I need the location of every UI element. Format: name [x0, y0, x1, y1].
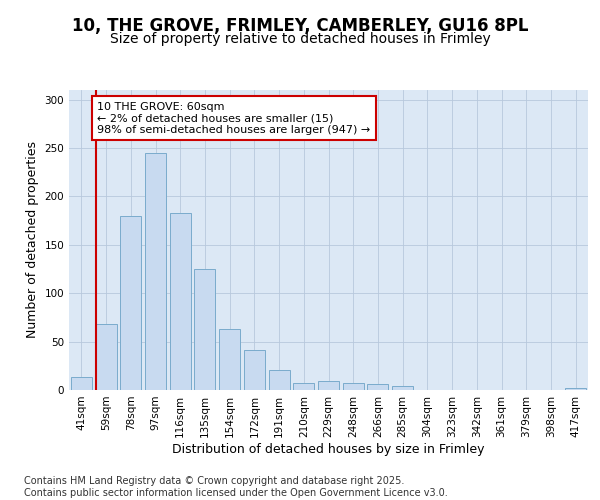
Bar	[269, 370, 290, 390]
Bar	[293, 383, 314, 390]
X-axis label: Distribution of detached houses by size in Frimley: Distribution of detached houses by size …	[172, 442, 485, 456]
Text: 10 THE GROVE: 60sqm
← 2% of detached houses are smaller (15)
98% of semi-detache: 10 THE GROVE: 60sqm ← 2% of detached hou…	[97, 102, 371, 135]
Bar	[318, 382, 339, 390]
Bar	[120, 216, 141, 390]
Bar	[565, 388, 586, 390]
Bar	[219, 329, 240, 390]
Text: Size of property relative to detached houses in Frimley: Size of property relative to detached ho…	[110, 32, 490, 46]
Bar	[95, 324, 116, 390]
Bar	[367, 384, 388, 390]
Bar	[194, 269, 215, 390]
Y-axis label: Number of detached properties: Number of detached properties	[26, 142, 39, 338]
Text: Contains HM Land Registry data © Crown copyright and database right 2025.
Contai: Contains HM Land Registry data © Crown c…	[24, 476, 448, 498]
Bar	[392, 386, 413, 390]
Text: 10, THE GROVE, FRIMLEY, CAMBERLEY, GU16 8PL: 10, THE GROVE, FRIMLEY, CAMBERLEY, GU16 …	[72, 18, 528, 36]
Bar	[244, 350, 265, 390]
Bar	[145, 153, 166, 390]
Bar	[71, 378, 92, 390]
Bar	[343, 383, 364, 390]
Bar	[170, 213, 191, 390]
